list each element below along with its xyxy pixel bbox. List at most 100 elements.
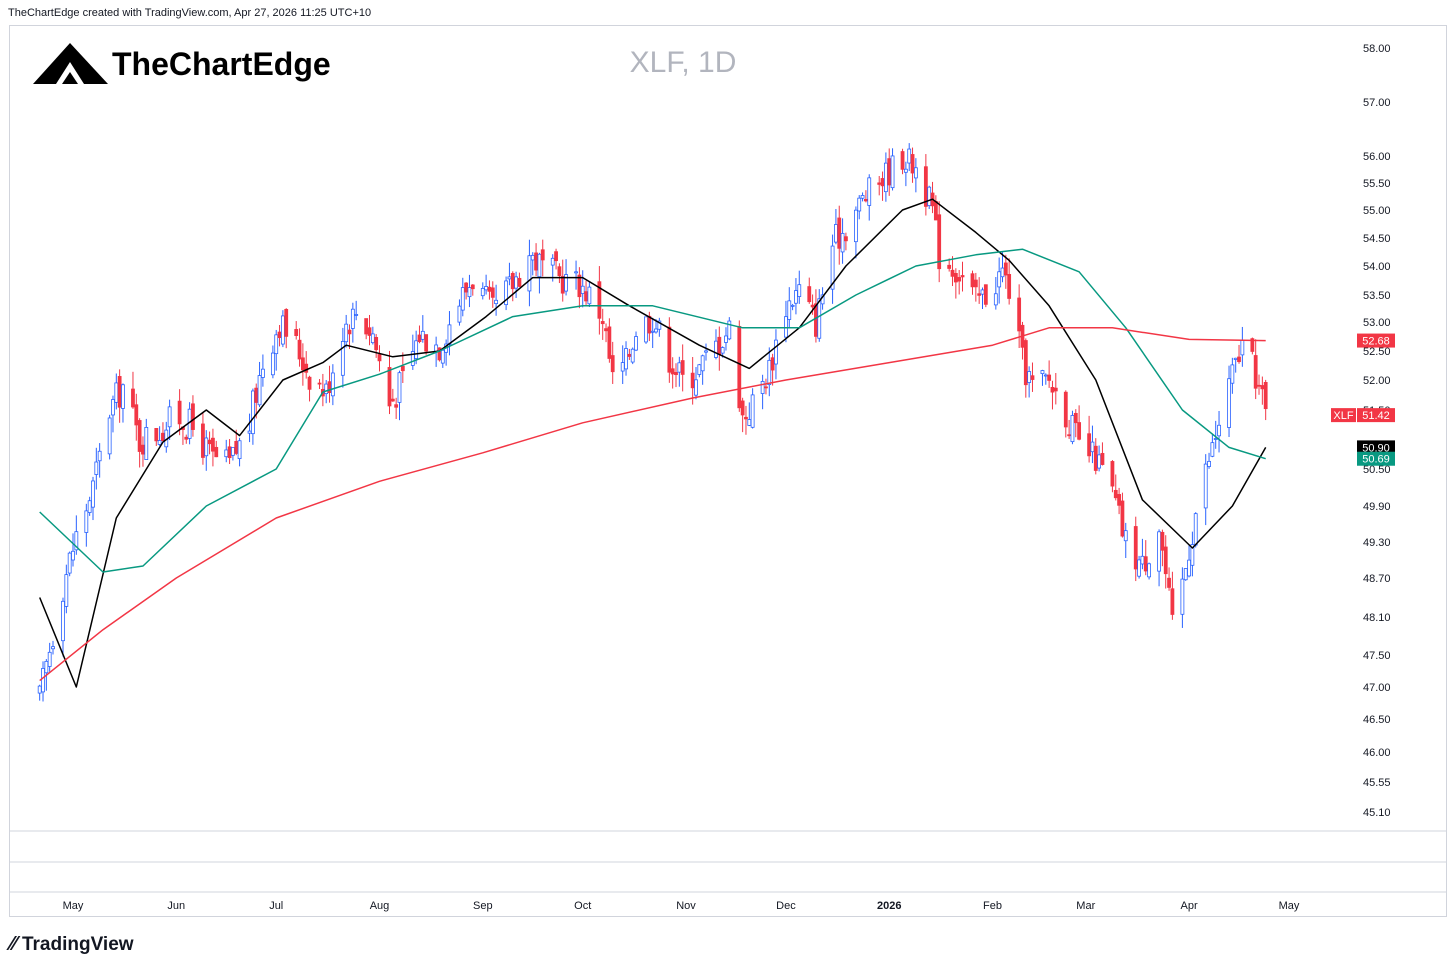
candle-up <box>231 447 235 456</box>
candle-down <box>1050 387 1055 393</box>
y-tick-label: 46.00 <box>1363 747 1391 759</box>
candle-down <box>717 336 722 355</box>
candle-down <box>910 154 915 174</box>
time-axis[interactable]: May Jun Jul Aug Sep Oct Nov Dec 2026 Feb Mar Apr May <box>63 900 1300 912</box>
candle-down <box>254 387 259 403</box>
candle-down <box>1017 297 1022 332</box>
candle-down <box>610 355 615 373</box>
candle-down <box>1133 526 1138 570</box>
price-tag <box>1357 408 1395 423</box>
candle-down <box>1047 374 1052 381</box>
candle-down <box>1073 412 1078 424</box>
candle-up <box>1187 559 1191 577</box>
candle-up <box>1157 531 1161 572</box>
y-tick-label: 53.50 <box>1363 290 1391 302</box>
candle-down <box>1263 382 1268 410</box>
tradingview-wordmark: TradingView <box>21 933 134 955</box>
x-tick-label: Nov <box>676 900 696 912</box>
candle-up <box>121 384 125 409</box>
candle-up <box>37 685 42 694</box>
candle-down <box>141 444 145 455</box>
candle-up <box>414 340 419 359</box>
candle-up <box>1203 463 1208 509</box>
candle-down <box>933 200 938 221</box>
candle-down <box>744 416 748 420</box>
candle-down <box>1087 433 1092 457</box>
candle-up <box>370 333 375 344</box>
candle-up <box>714 340 718 358</box>
candle-down <box>770 357 775 371</box>
candle-down <box>234 440 239 454</box>
candle-up <box>867 177 872 206</box>
candle-up <box>1213 438 1218 440</box>
candle-down <box>400 365 405 372</box>
candle-down <box>1253 355 1258 389</box>
y-tick-label: 45.55 <box>1363 777 1391 789</box>
candle-up <box>480 287 485 297</box>
candle-up <box>790 304 795 307</box>
candle-up <box>257 375 262 406</box>
candle-down <box>680 360 685 375</box>
candle-down <box>154 427 159 442</box>
candle-up <box>620 362 625 372</box>
candle-up <box>507 276 512 280</box>
candle-up <box>797 284 802 297</box>
y-tick-label: 58.00 <box>1363 43 1391 55</box>
candle-down <box>131 388 135 408</box>
candle-down <box>177 400 182 425</box>
x-tick-label: 2026 <box>877 900 901 912</box>
x-tick-label: Sep <box>473 900 493 912</box>
candle-up <box>494 299 499 305</box>
price-tag-text: 51.42 <box>1362 410 1390 422</box>
candle-up <box>67 552 72 574</box>
candle-down <box>201 423 205 458</box>
candle-up <box>1040 370 1045 375</box>
candle-up <box>51 646 55 650</box>
candle-up <box>854 209 858 243</box>
candle-up <box>1227 378 1231 428</box>
candle-down <box>557 266 562 277</box>
candle-up <box>1240 339 1245 356</box>
y-tick-label: 49.30 <box>1363 537 1391 549</box>
candle-down <box>1093 445 1098 471</box>
candle-up <box>784 316 788 338</box>
candle-up <box>720 347 725 354</box>
candle-up <box>747 419 752 426</box>
candle-up <box>237 440 242 460</box>
candle-down <box>300 357 305 371</box>
y-tick-label: 57.00 <box>1363 97 1391 109</box>
candle-up <box>574 271 578 274</box>
candle-up <box>167 406 172 428</box>
candle-up <box>274 334 279 355</box>
candle-down <box>1053 387 1058 392</box>
candle-up <box>834 224 838 243</box>
candle-up <box>74 531 79 551</box>
candle-down <box>207 439 212 445</box>
candle-down <box>490 287 495 298</box>
candle-down <box>184 436 189 440</box>
y-tick-label: 52.00 <box>1363 375 1391 387</box>
candle-down <box>1067 434 1072 437</box>
candle-up <box>144 427 149 460</box>
candle-down <box>1170 588 1175 615</box>
candles <box>37 143 1268 702</box>
price-axis[interactable]: 58.00 57.00 56.00 55.50 55.00 54.50 54.00 53.50… <box>1363 43 1391 819</box>
candle-down <box>607 326 612 359</box>
candle-up <box>350 308 355 329</box>
candle-up <box>460 287 465 311</box>
candle-up <box>61 600 65 642</box>
chart-title: XLF, 1D <box>630 46 737 79</box>
candle-down <box>1143 556 1148 572</box>
candle-down <box>364 318 369 335</box>
candle-down <box>1030 375 1035 380</box>
candle-up <box>1090 441 1095 453</box>
x-tick-label: Jun <box>167 900 185 912</box>
candle-down <box>317 382 322 385</box>
candle-up <box>467 287 472 298</box>
candle-down <box>627 353 632 357</box>
candle-down <box>554 251 558 262</box>
candle-down <box>844 236 848 242</box>
candle-up <box>204 437 209 457</box>
